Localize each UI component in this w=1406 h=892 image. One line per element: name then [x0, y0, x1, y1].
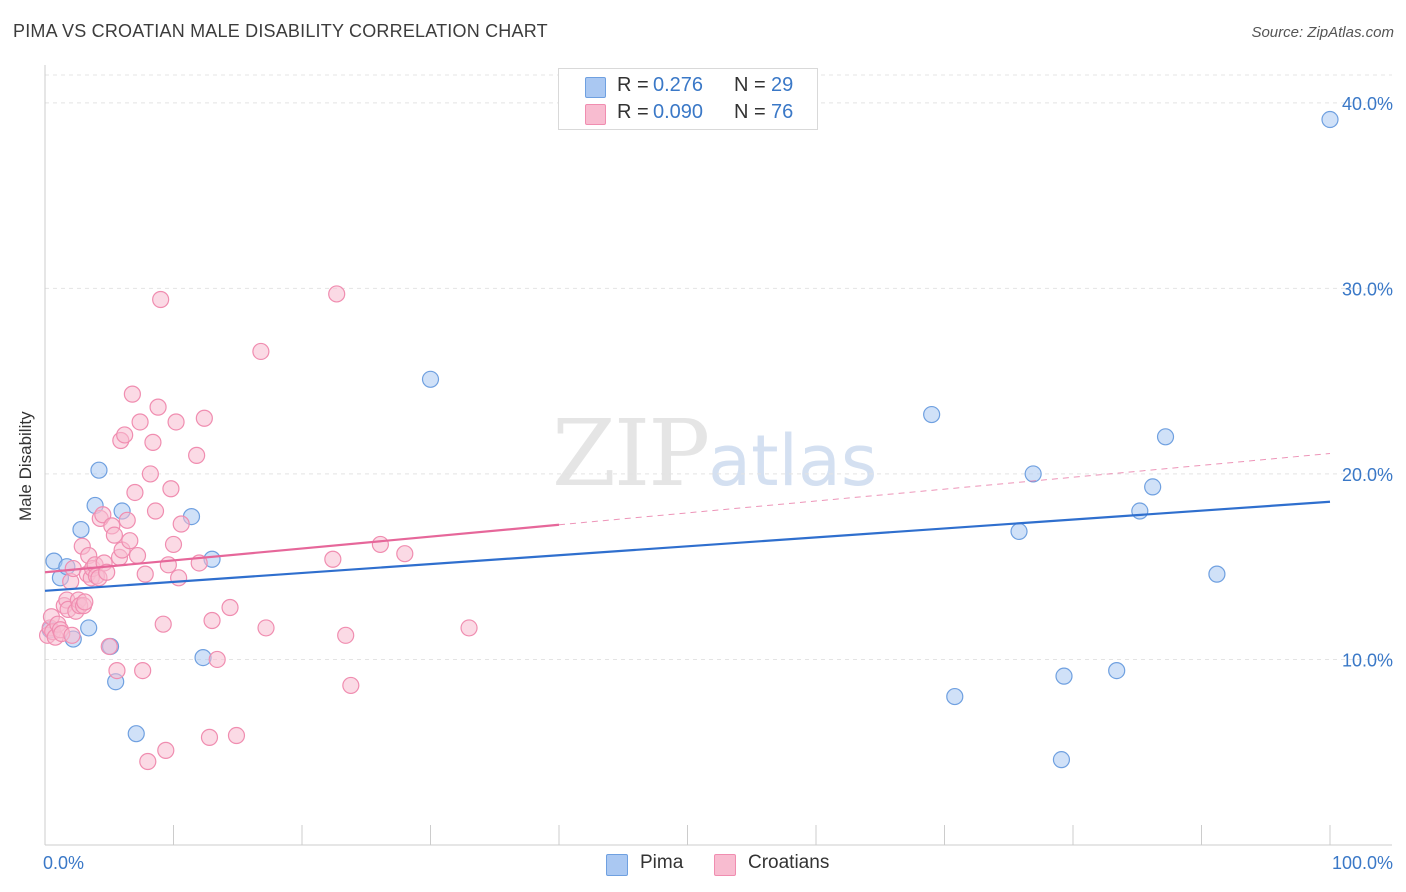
croatians-point: [252, 342, 270, 361]
y-tick-label: 10.0%: [1342, 650, 1393, 670]
croatians-point: [460, 619, 478, 637]
pima-point: [1024, 465, 1042, 483]
croatians-point: [162, 480, 180, 498]
croatians-point: [170, 569, 188, 587]
croatians-point: [152, 290, 170, 309]
n-value: 29: [771, 74, 794, 96]
croatians-point: [342, 676, 360, 695]
croatians-point: [188, 446, 206, 464]
pima-point: [1144, 478, 1162, 496]
croatians-point: [123, 385, 141, 403]
croatians-point: [118, 511, 136, 529]
pima-point: [127, 725, 145, 743]
x-tick-label: 0.0%: [43, 853, 84, 873]
r-label: R =: [617, 74, 649, 96]
n-value: 76: [771, 101, 794, 123]
croatians-point: [154, 615, 172, 633]
watermark: ZIPatlas: [552, 400, 877, 507]
croatians-point: [100, 637, 118, 656]
croatians-point: [337, 626, 355, 644]
croatians-point: [136, 565, 154, 583]
croatians-point: [200, 728, 219, 746]
legend-label-pima: Pima: [640, 852, 684, 873]
croatians-point: [157, 741, 175, 759]
legend-swatch-croatians: [714, 854, 736, 876]
croatians-point: [134, 661, 152, 680]
y-axis-label: Male Disability: [16, 411, 35, 521]
legend-item-pima[interactable]: Pima: [606, 851, 706, 877]
pima-point: [1208, 565, 1226, 583]
croatians-point: [324, 550, 342, 568]
croatians-trend-line: [44, 523, 560, 574]
croatians-point: [98, 563, 116, 581]
watermark-atlas: atlas: [708, 420, 878, 502]
croatians-point: [328, 285, 346, 303]
croatians-point: [126, 483, 144, 502]
croatians-swatch: [585, 104, 606, 125]
croatians-point: [105, 526, 123, 544]
croatians-point: [208, 650, 226, 669]
croatians-point: [172, 515, 190, 533]
croatians-point: [195, 409, 213, 427]
croatians-point: [116, 426, 134, 444]
croatians-point: [396, 545, 414, 563]
y-tick-label: 30.0%: [1342, 279, 1393, 299]
pima-point: [80, 619, 98, 637]
croatians-point: [371, 535, 389, 554]
pima-point: [1321, 110, 1339, 129]
legend-item-croatians[interactable]: Croatians: [714, 851, 854, 877]
legend-label-croatians: Croatians: [748, 852, 830, 873]
n-label: N =: [734, 74, 766, 96]
legend-swatch-pima: [606, 854, 628, 876]
croatians-point: [164, 535, 183, 554]
croatians-point: [139, 752, 157, 771]
croatians-point: [131, 413, 149, 431]
n-label: N =: [734, 101, 766, 123]
croatians-trend-line-dashed: [558, 453, 1331, 526]
croatians-point: [167, 413, 185, 431]
pima-point: [923, 405, 941, 424]
pima-point: [1010, 522, 1028, 541]
croatians-point: [63, 626, 81, 644]
croatians-point: [149, 398, 167, 416]
pima-point: [72, 520, 90, 539]
y-tick-label: 40.0%: [1342, 94, 1393, 114]
x-tick-label: 100.0%: [1332, 853, 1393, 873]
croatians-point: [141, 465, 159, 483]
pima-point: [194, 649, 212, 667]
pima-swatch: [585, 77, 606, 98]
pima-point: [1108, 661, 1126, 680]
croatians-point: [128, 546, 147, 565]
r-value: 0.090: [653, 101, 704, 123]
croatians-point: [121, 532, 139, 550]
pima-point: [1055, 667, 1073, 685]
croatians-point: [227, 726, 246, 745]
croatians-point: [257, 619, 275, 637]
pima-point: [1131, 502, 1149, 520]
y-tick-label: 20.0%: [1342, 465, 1393, 485]
croatians-point: [108, 661, 126, 680]
pima-point: [1052, 751, 1071, 769]
chart-title: PIMA VS CROATIAN MALE DISABILITY CORRELA…: [13, 21, 548, 41]
croatians-point: [203, 611, 221, 630]
croatians-point: [94, 506, 112, 524]
pima-trend-line: [44, 500, 1331, 592]
pima-point: [1156, 428, 1175, 446]
r-value: 0.276: [653, 74, 704, 96]
pima-point: [421, 370, 440, 388]
croatians-point: [144, 433, 162, 451]
croatians-point: [76, 593, 94, 611]
watermark-zip: ZIP: [552, 400, 710, 507]
correlation-box: R = 0.276 N = 29 R = 0.090 N = 76: [558, 68, 818, 130]
pima-point: [946, 687, 964, 706]
pima-point: [90, 461, 108, 479]
croatians-point: [146, 502, 165, 520]
source-credit: Source: ZipAtlas.com: [1251, 24, 1394, 41]
croatians-point: [221, 598, 239, 617]
r-label: R =: [617, 101, 649, 123]
